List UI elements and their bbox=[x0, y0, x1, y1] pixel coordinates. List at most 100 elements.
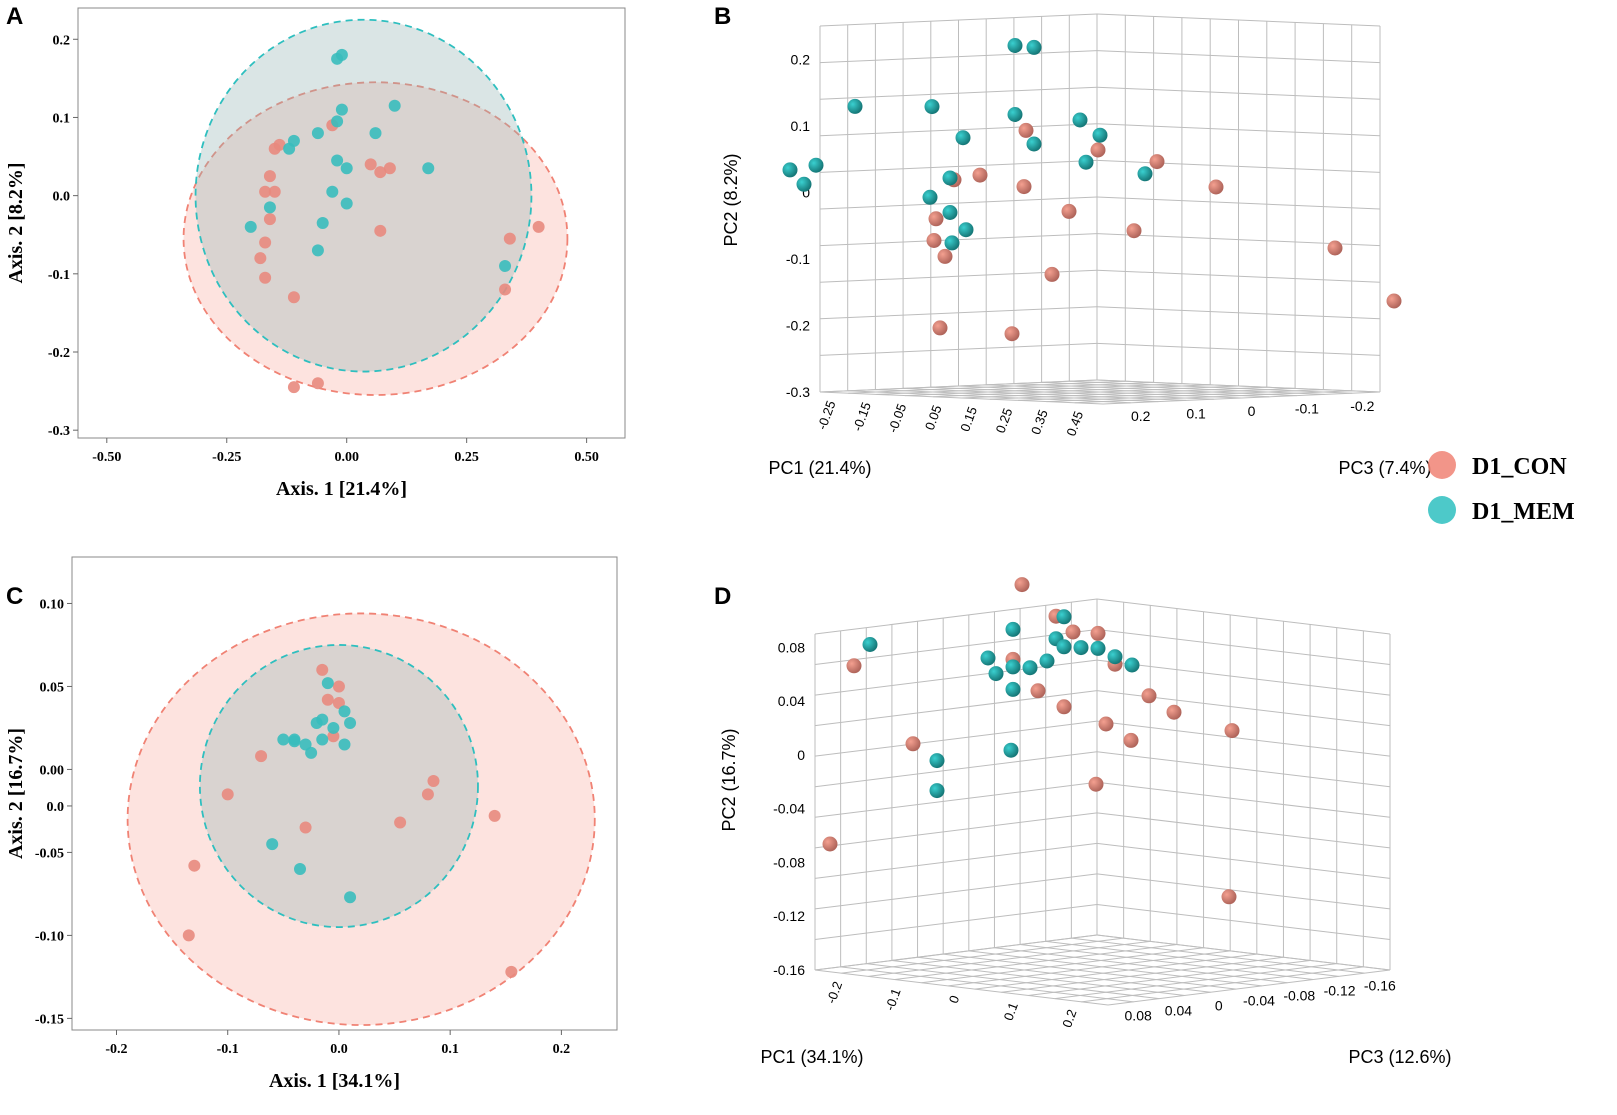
data-point-d1_mem bbox=[344, 891, 357, 904]
data-point-d1_mem bbox=[958, 222, 974, 238]
grid-line bbox=[891, 959, 1185, 996]
confidence-ellipse-d1_con bbox=[126, 612, 596, 1026]
grid-line bbox=[1096, 123, 1381, 137]
data-point-d1_con bbox=[488, 809, 501, 822]
grid-line bbox=[1096, 629, 1391, 666]
data-point-d1_con bbox=[505, 965, 518, 978]
data-point-d1_con bbox=[287, 291, 300, 304]
data-point-d1_con bbox=[532, 220, 545, 233]
grid-line bbox=[819, 306, 1098, 320]
grid-line bbox=[814, 903, 1098, 940]
grid-line bbox=[1096, 306, 1381, 320]
data-point-d1_con bbox=[255, 750, 268, 763]
data-point-d1_con bbox=[427, 775, 440, 788]
y-tick-label: -0.10 bbox=[35, 929, 64, 944]
confidence-ellipse-d1_mem bbox=[199, 644, 479, 929]
y-tick-label: -0.16 bbox=[773, 962, 805, 978]
grid-line bbox=[1107, 969, 1391, 1006]
data-point-d1_mem bbox=[1039, 653, 1055, 669]
data-point-d1_mem bbox=[942, 170, 958, 186]
data-point-d1_mem bbox=[340, 162, 353, 175]
z-tick-label: -0.1 bbox=[1295, 401, 1319, 417]
x-tick-label: 0 bbox=[946, 993, 963, 1005]
grid-line bbox=[1074, 390, 1352, 404]
data-point-d1_mem bbox=[929, 753, 945, 769]
grid-line bbox=[1001, 956, 1284, 993]
x-tick-label: 0.1 bbox=[441, 1042, 459, 1057]
grid-line bbox=[814, 969, 1109, 1006]
x-tick-label: -0.15 bbox=[850, 400, 874, 433]
data-point-d1_mem bbox=[499, 260, 512, 272]
x-tick-label: 0.2 bbox=[1059, 1007, 1079, 1029]
x-tick-label: 0.35 bbox=[1028, 408, 1051, 437]
data-point-d1_con bbox=[1016, 179, 1032, 195]
x-tick-label: -0.2 bbox=[823, 979, 845, 1005]
x-tick-label: 0.50 bbox=[574, 450, 599, 465]
grid-line bbox=[1096, 690, 1391, 727]
data-point-d1_mem bbox=[1005, 681, 1021, 697]
data-point-d1_con bbox=[1098, 716, 1114, 732]
data-point-d1_mem bbox=[331, 154, 344, 167]
y-tick-label: -0.1 bbox=[786, 251, 810, 267]
data-point-d1_mem bbox=[294, 863, 307, 876]
data-point-d1_con bbox=[263, 213, 276, 226]
data-point-d1_con bbox=[928, 211, 944, 227]
grid-line bbox=[917, 956, 1211, 993]
data-point-d1_mem bbox=[847, 98, 863, 114]
grid-line bbox=[1096, 934, 1391, 971]
data-point-d1_con bbox=[394, 816, 407, 829]
data-point-d1_con bbox=[1224, 723, 1240, 739]
grid-line bbox=[819, 342, 1098, 356]
data-point-d1_mem bbox=[321, 677, 334, 690]
data-point-d1_mem bbox=[955, 130, 971, 146]
grid-line bbox=[930, 386, 1214, 400]
grid-line bbox=[814, 842, 1098, 879]
panel-a-pcoa-plot: -0.50 -0.25 0.00 0.25 0.50 0.2 0.1 0.0 -0.1 -0.2 -… bbox=[5, 7, 626, 500]
data-point-d1_con bbox=[499, 283, 512, 296]
grid-line bbox=[1096, 659, 1391, 696]
y-tick-label: -0.2 bbox=[48, 346, 70, 361]
data-point-d1_mem bbox=[1124, 657, 1140, 673]
confidence-ellipse-d1_con bbox=[182, 81, 569, 396]
x-tick-label: 0.25 bbox=[454, 450, 479, 465]
data-point-d1_con bbox=[287, 381, 300, 394]
y-tick-label: 0.1 bbox=[53, 111, 71, 126]
grid-line bbox=[1045, 940, 1339, 977]
data-point-d1_con bbox=[1018, 122, 1034, 138]
y-tick-label: 0.2 bbox=[791, 51, 811, 67]
data-point-d1_mem bbox=[808, 157, 824, 173]
z-tick-label: -0.08 bbox=[1283, 988, 1315, 1004]
grid-line bbox=[921, 947, 1204, 984]
legend-label-con: D1_CON bbox=[1472, 454, 1567, 480]
data-point-d1_con bbox=[1208, 179, 1224, 195]
data-point-d1_mem bbox=[1056, 639, 1072, 655]
data-point-d1_con bbox=[1014, 577, 1030, 593]
data-point-d1_con bbox=[374, 224, 387, 237]
data-point-d1_mem bbox=[244, 220, 257, 233]
panel-d-3d-pca-plot: 0.08 0.04 0 -0.04 -0.08 -0.12 -0.16 -0.2 -0.1 0 0.… bbox=[719, 577, 1452, 1067]
data-point-d1_mem bbox=[1092, 127, 1108, 143]
y-tick-label: -0.15 bbox=[35, 1012, 64, 1027]
grid-line bbox=[994, 947, 1288, 984]
grid-line bbox=[814, 781, 1098, 818]
z-tick-label: 0 bbox=[1215, 998, 1223, 1014]
data-point-d1_mem bbox=[1003, 742, 1019, 758]
z-tick-label: 0 bbox=[1248, 403, 1256, 419]
data-point-d1_con bbox=[822, 836, 838, 852]
x-tick-label: 0.05 bbox=[922, 403, 945, 432]
grid-line bbox=[1028, 959, 1311, 996]
y-tick-label: -0.1 bbox=[48, 268, 70, 283]
y-tick-label: -0.12 bbox=[773, 908, 805, 924]
grid-line bbox=[814, 934, 1098, 971]
z-tick-label: 0.08 bbox=[1125, 1008, 1152, 1024]
data-point-d1_con bbox=[1088, 776, 1104, 792]
panel-label-c: C bbox=[6, 583, 23, 610]
data-point-d1_con bbox=[182, 929, 195, 942]
data-point-d1_mem bbox=[1007, 107, 1023, 122]
panel-c-pcoa-plot: -0.2 -0.1 0.0 0.1 0.2 0.10 0.05 0.00 0.0 -0.05 -0.… bbox=[5, 556, 618, 1092]
data-point-d1_mem bbox=[1007, 38, 1023, 53]
y-axis-label: PC2 (8.2%) bbox=[721, 153, 741, 246]
data-point-d1_mem bbox=[263, 201, 276, 214]
grid-line bbox=[1096, 379, 1381, 393]
